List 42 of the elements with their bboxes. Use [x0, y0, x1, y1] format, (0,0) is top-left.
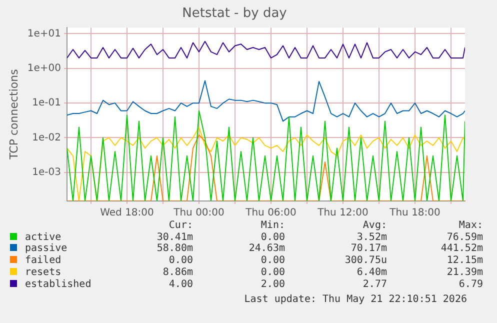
text: 12.15m: [446, 255, 483, 267]
x-tick-label: Wed 18:00: [100, 208, 154, 219]
y-tick-label: 1e-02: [32, 132, 61, 144]
text: Max:: [458, 220, 483, 232]
x-tick-label: Thu 00:00: [172, 208, 224, 219]
y-tick-label: 1e-03: [32, 167, 61, 178]
text: 3.52m: [356, 232, 387, 244]
text: 441.52m: [440, 243, 483, 256]
text: 4.00: [168, 278, 193, 290]
y-axis-title: TCP connections: [7, 68, 20, 160]
text: 30.41m: [156, 232, 193, 244]
legend-label: resets: [24, 266, 62, 279]
text: 6.40m: [356, 266, 387, 279]
text: Cur:: [168, 220, 193, 232]
text: 58.80m: [156, 243, 193, 256]
x-tick-label: Thu 12:00: [316, 208, 368, 219]
text: 300.75u: [344, 255, 387, 267]
text: 0.00: [260, 232, 285, 244]
text: 24.63m: [248, 243, 285, 256]
text: 2.00: [260, 278, 285, 290]
legend-label: established: [24, 278, 92, 290]
text: 6.79: [458, 278, 483, 290]
text: Min:: [260, 220, 285, 232]
text: 2.77: [362, 278, 387, 290]
y-tick-label: 1e+00: [27, 62, 61, 74]
chart-title: Netstat - by day: [182, 6, 288, 22]
text: 0.00: [168, 255, 193, 267]
text: 0.00: [260, 266, 285, 279]
text: 0.00: [260, 255, 285, 267]
text: Avg:: [362, 220, 387, 232]
y-tick-label: 1e+01: [27, 28, 61, 40]
text: 70.17m: [350, 243, 387, 256]
legend-label: active: [24, 232, 62, 243]
y-tick-label: 1e-01: [32, 98, 61, 109]
text: 8.86m: [162, 266, 193, 279]
x-tick-label: Thu 06:00: [244, 208, 296, 219]
text: 76.59m: [446, 232, 483, 244]
text: 21.39m: [446, 266, 483, 279]
legend-label: passive: [24, 243, 68, 255]
x-tick-label: Thu 18:00: [388, 208, 440, 219]
legend-label: failed: [24, 255, 62, 267]
text: Last update: Thu May 21 22:10:51 2026: [244, 294, 467, 305]
